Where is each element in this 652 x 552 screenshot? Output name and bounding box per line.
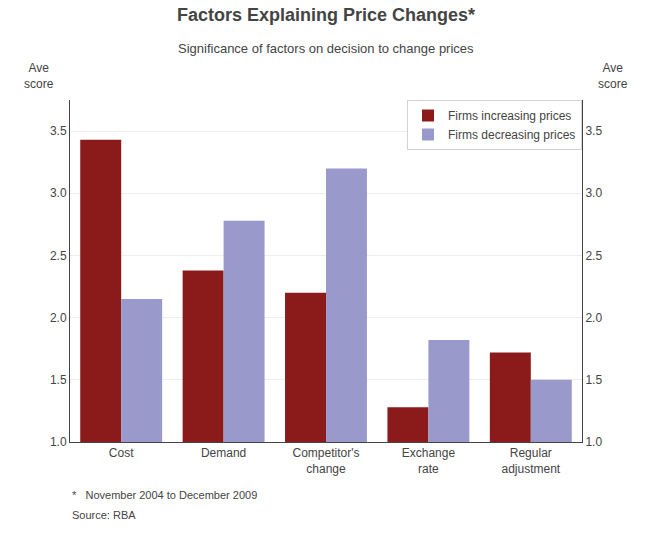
svg-text:Avescore: Avescore [598,61,628,91]
svg-text:2.5: 2.5 [50,249,67,263]
svg-text:2.0: 2.0 [585,311,602,325]
svg-text:Factors Explaining Price Chang: Factors Explaining Price Changes* [177,5,475,25]
svg-text:Cost: Cost [109,446,134,460]
svg-text:3.5: 3.5 [585,124,602,138]
svg-text:2.5: 2.5 [585,249,602,263]
svg-text:Significance of factors on dec: Significance of factors on decision to c… [178,41,474,56]
svg-text:3.0: 3.0 [585,186,602,200]
svg-text:1.5: 1.5 [585,373,602,387]
svg-text:1.0: 1.0 [585,435,602,449]
svg-text:3.0: 3.0 [50,186,67,200]
svg-text:1.5: 1.5 [50,373,67,387]
svg-text:Demand: Demand [201,446,246,460]
svg-text:* November 2004 to December: * November 2004 to December 2009 [72,489,257,501]
svg-text:1.0: 1.0 [50,435,67,449]
svg-text:Competitor'schange: Competitor'schange [293,446,360,476]
svg-text:3.5: 3.5 [50,124,67,138]
svg-text:Avescore: Avescore [24,61,54,91]
svg-text:Firms decreasing prices: Firms decreasing prices [448,128,575,142]
svg-text:2.0: 2.0 [50,311,67,325]
svg-text:Exchangerate: Exchangerate [402,446,456,476]
svg-text:Firms increasing prices: Firms increasing prices [448,109,571,123]
svg-text:Regularadjustment: Regularadjustment [501,446,560,476]
svg-text:Source: RBA: Source: RBA [72,509,136,521]
